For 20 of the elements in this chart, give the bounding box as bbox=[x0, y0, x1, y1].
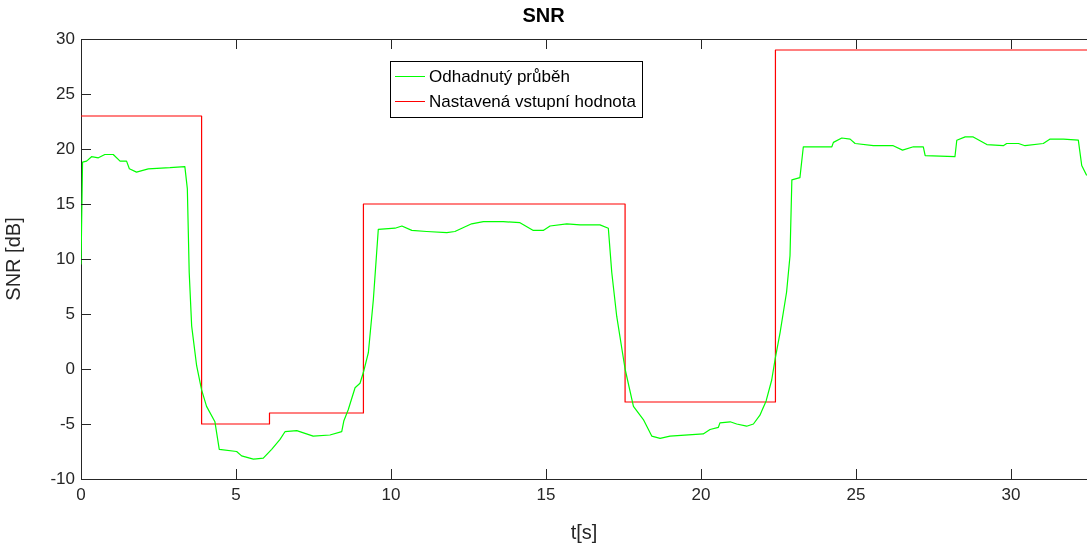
legend-label: Odhadnutý průběh bbox=[429, 66, 570, 88]
x-tick-label: 25 bbox=[846, 484, 866, 504]
y-tick-label: 10 bbox=[56, 248, 75, 268]
y-tick-label: 5 bbox=[65, 303, 75, 323]
x-tick-label: 10 bbox=[381, 484, 401, 504]
y-tick-label: 25 bbox=[56, 83, 75, 103]
x-tick-label: 20 bbox=[691, 484, 711, 504]
x-axis-title: t[s] bbox=[570, 520, 598, 543]
y-tick-label: 0 bbox=[65, 358, 75, 378]
x-tick-label: 15 bbox=[536, 484, 556, 504]
y-tick-label: -10 bbox=[50, 468, 75, 488]
y-tick-label: 30 bbox=[56, 28, 75, 48]
chart-title: SNR bbox=[522, 3, 566, 26]
y-tick-label: -5 bbox=[59, 413, 75, 433]
y-axis-title: SNR [dB] bbox=[1, 217, 24, 301]
y-tick-label: 15 bbox=[56, 193, 75, 213]
y-tick-label: 20 bbox=[56, 138, 75, 158]
legend-label: Nastavená vstupní hodnota bbox=[429, 91, 636, 113]
x-tick-label: 30 bbox=[1001, 484, 1021, 504]
x-tick-label: 5 bbox=[231, 484, 241, 504]
